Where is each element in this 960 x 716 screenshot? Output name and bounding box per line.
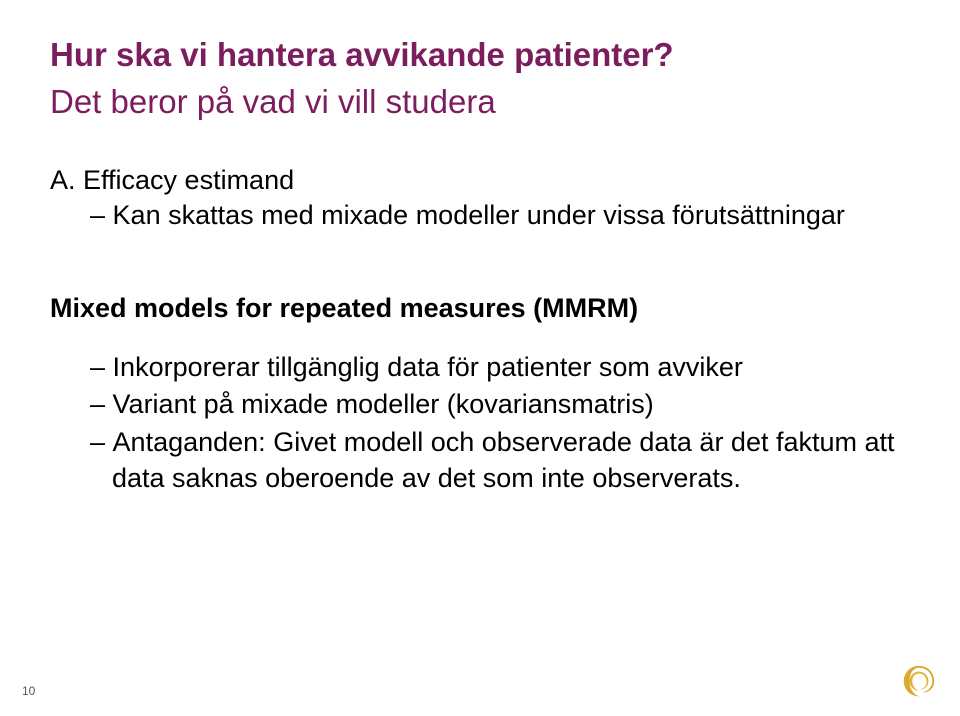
estimand-heading: A. Efficacy estimand	[50, 163, 910, 198]
dash: –	[90, 352, 105, 382]
bullet-item: – Inkorporerar tillgänglig data för pati…	[50, 350, 910, 386]
bullet-item: – Antaganden: Givet modell och observera…	[50, 425, 910, 496]
bullet-text: Variant på mixade modeller (kovariansmat…	[113, 389, 654, 419]
logo-icon	[900, 664, 938, 702]
estimand-sub-text: Kan skattas med mixade modeller under vi…	[113, 200, 845, 230]
bullet-item: – Variant på mixade modeller (kovariansm…	[50, 387, 910, 423]
slide-title: Hur ska vi hantera avvikande patienter?	[50, 34, 910, 75]
bullet-text: Inkorporerar tillgänglig data för patien…	[113, 352, 743, 382]
slide-subtitle: Det beror på vad vi vill studera	[50, 81, 910, 122]
slide: Hur ska vi hantera avvikande patienter? …	[0, 0, 960, 716]
page-number: 10	[22, 684, 35, 698]
dash: –	[90, 427, 105, 457]
dash: –	[90, 389, 105, 419]
dash: –	[90, 200, 105, 230]
estimand-sub-bullet: – Kan skattas med mixade modeller under …	[50, 198, 910, 233]
bullet-text: Antaganden: Givet modell och observerade…	[112, 427, 895, 493]
section-heading: Mixed models for repeated measures (MMRM…	[50, 291, 910, 326]
